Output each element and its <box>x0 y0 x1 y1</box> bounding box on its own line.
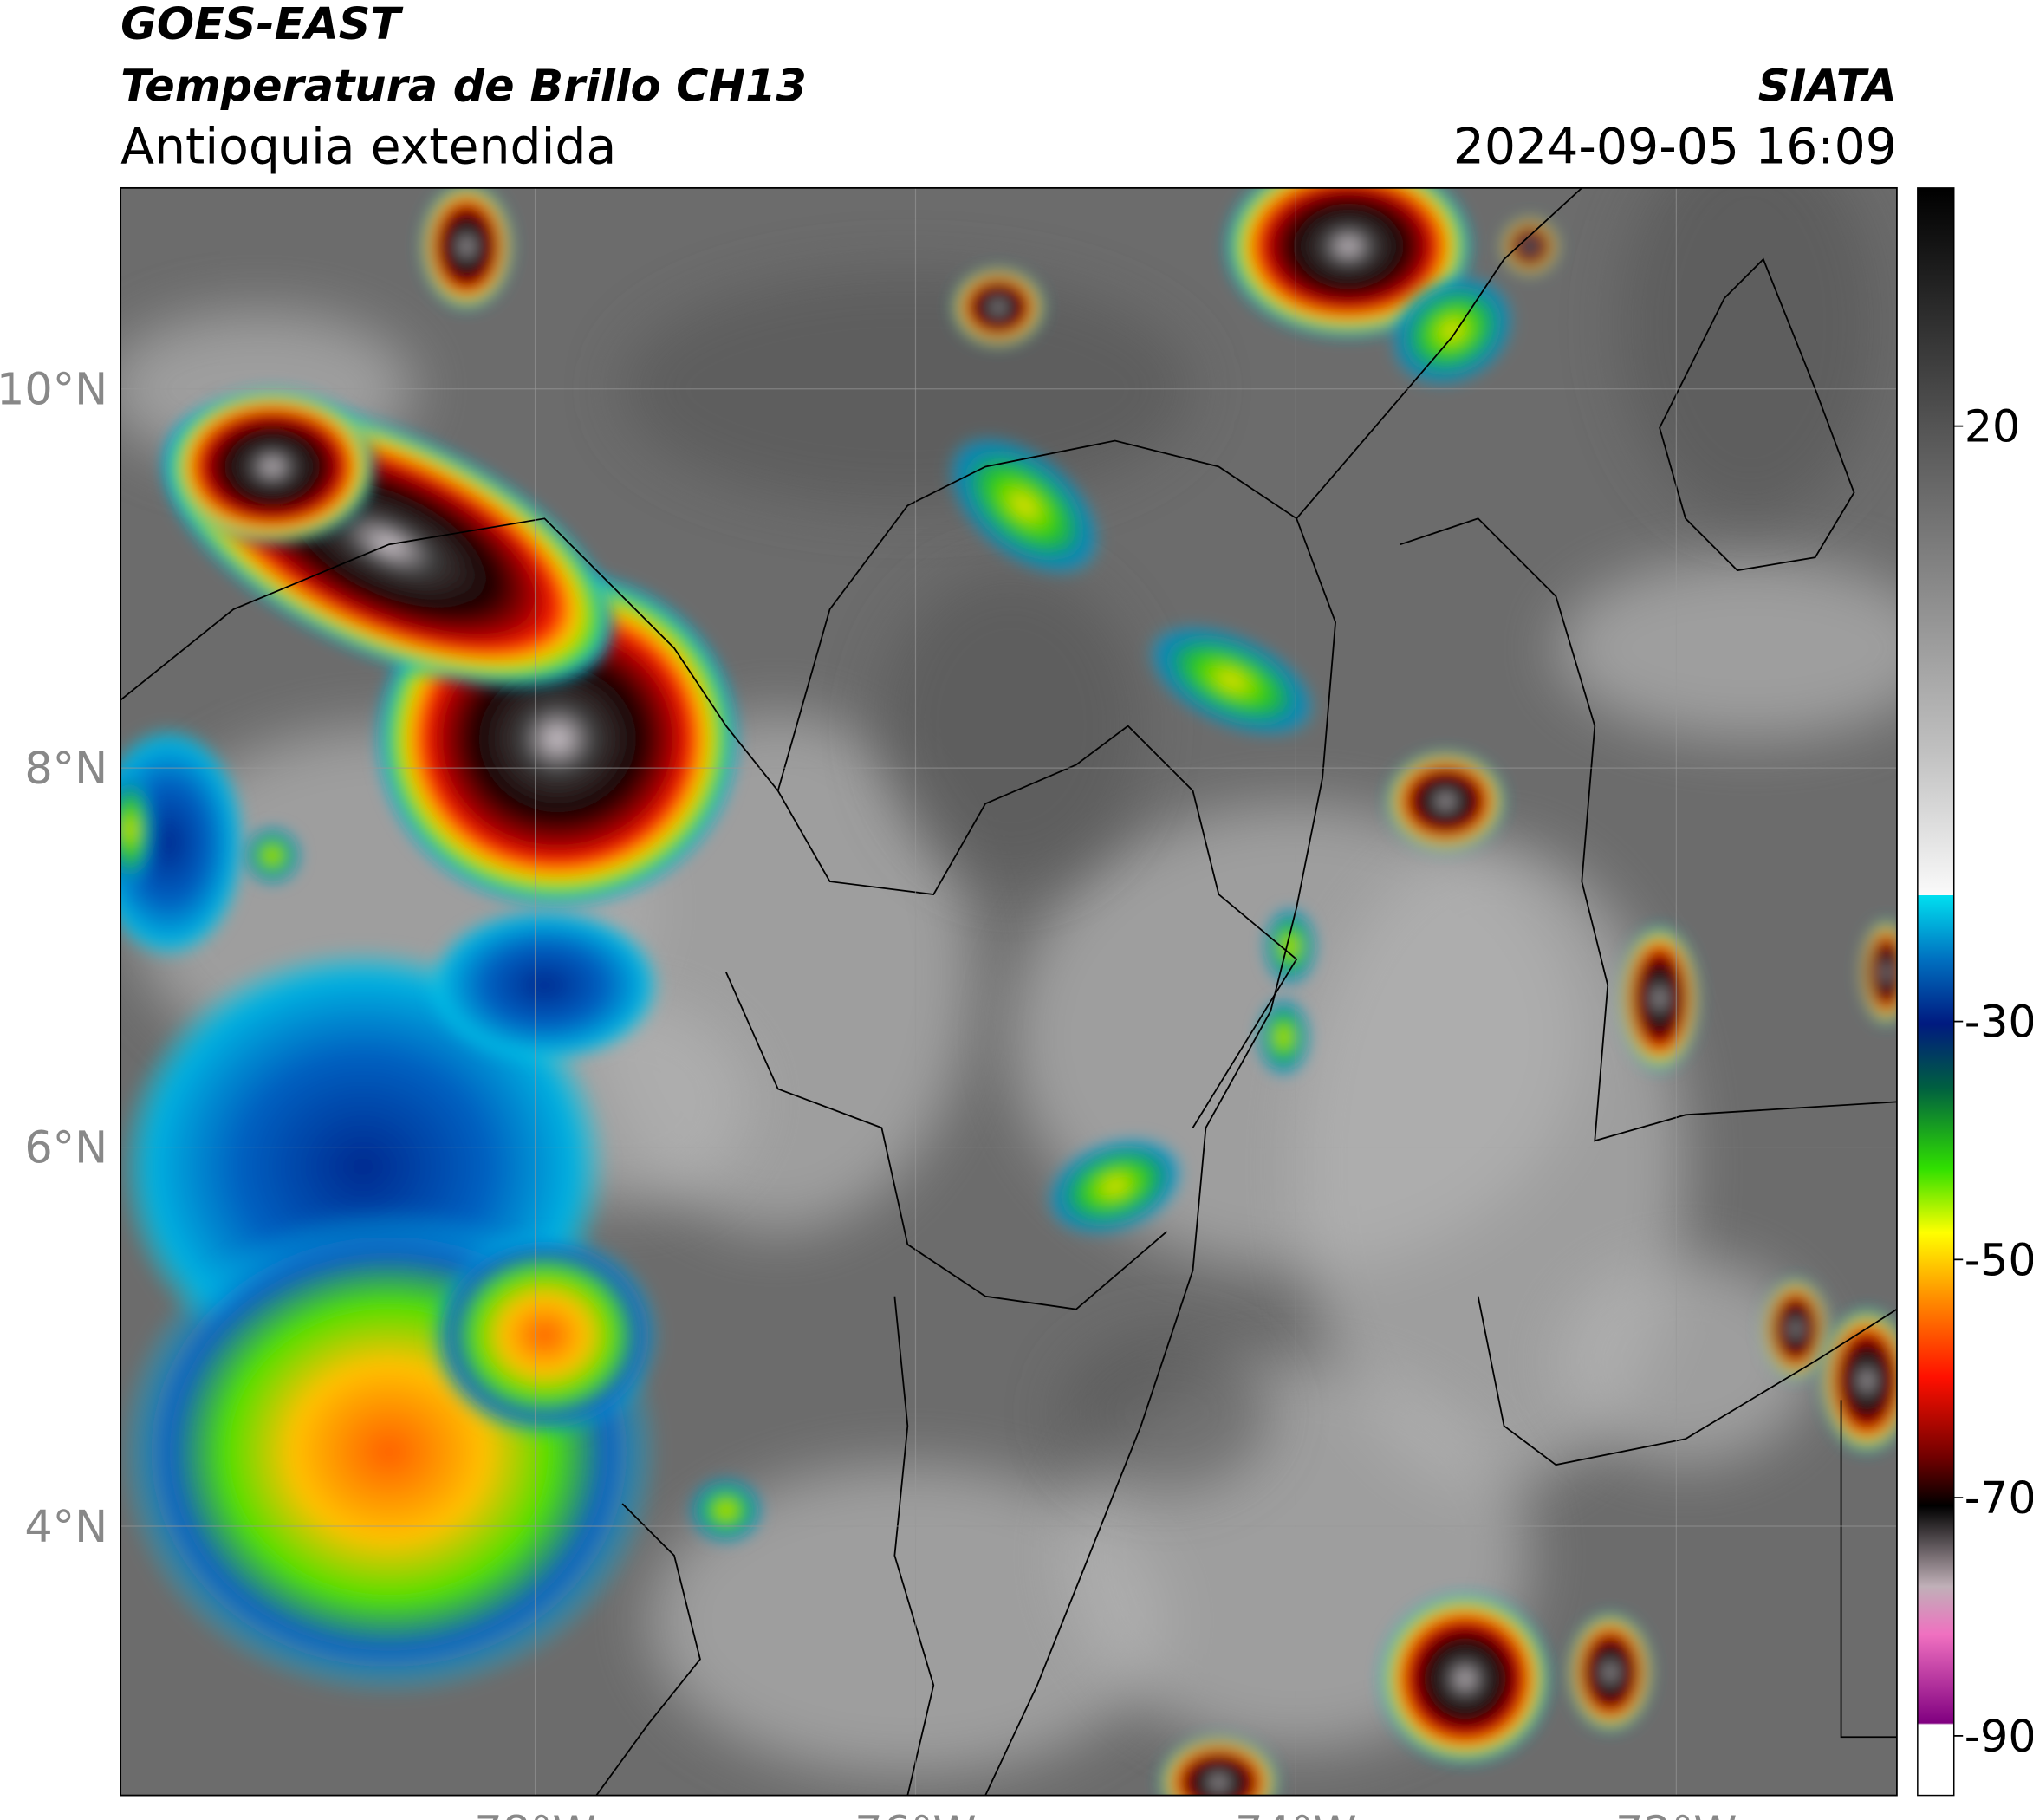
cloud-top <box>1861 920 1897 1024</box>
product-title: Temperatura de Brillo CH13 <box>120 61 807 112</box>
lon-tick-label: 74°W <box>1235 1806 1356 1820</box>
cloud-top <box>1822 1309 1897 1453</box>
cloud-top <box>168 388 376 545</box>
lon-tick-label: 72°W <box>1615 1806 1737 1820</box>
cloud-top <box>120 770 156 888</box>
satellite-title: GOES-EAST <box>120 0 404 49</box>
colorbar-tick-label: -30 <box>1965 997 2033 1048</box>
cloud-top <box>1146 624 1316 738</box>
cloud-top <box>947 434 1101 576</box>
clear-patch <box>1621 187 1880 519</box>
boundary <box>1477 1296 1897 1466</box>
cloud-top <box>427 1231 662 1440</box>
boundary <box>1659 257 1855 572</box>
boundary <box>893 1296 935 1796</box>
cloud-top <box>1257 998 1310 1076</box>
boundary <box>1296 187 1582 519</box>
boundary <box>595 1503 701 1796</box>
cloud-patch <box>1556 557 1897 739</box>
colorbar-tick-label: -90 <box>1965 1711 2033 1762</box>
cloud-top <box>952 268 1044 347</box>
datetime-label: 2024-09-05 16:09 <box>1453 118 1897 175</box>
cloud-top <box>1160 1737 1277 1796</box>
cloud-patch <box>1556 1257 1815 1466</box>
clear-patch <box>1062 1335 1271 1492</box>
cloud-top <box>244 827 302 885</box>
cloud-top <box>421 187 512 309</box>
boundary <box>725 972 1168 1310</box>
cloud-top <box>1390 275 1515 387</box>
colorbar-tick-label: -50 <box>1965 1234 2033 1285</box>
boundary <box>1400 517 1897 1142</box>
cloud-top <box>1569 1614 1653 1731</box>
cloud-top <box>1380 1594 1549 1764</box>
cloud-top <box>1621 926 1698 1069</box>
boundary <box>776 725 1298 1128</box>
region-subtitle: Antioquia extendida <box>120 118 616 175</box>
boundary <box>776 439 1336 1796</box>
colorbar-tick-label: 20 <box>1965 401 2021 452</box>
cloud-top <box>689 1478 763 1543</box>
cloud-top <box>427 907 662 1063</box>
lat-tick-label: 8°N <box>24 743 107 794</box>
cloud-top <box>1263 907 1316 985</box>
lat-tick-label: 10°N <box>0 364 107 415</box>
cloud-top <box>1763 1279 1828 1378</box>
cloud-top <box>120 725 247 959</box>
source-label: SIATA <box>1758 61 1897 112</box>
boundary <box>120 517 779 791</box>
cloud-patch <box>648 1465 1167 1777</box>
lat-tick-label: 4°N <box>24 1501 107 1552</box>
colorbar <box>1917 187 1955 1797</box>
lat-tick-label: 6°N <box>24 1122 107 1173</box>
colorbar-tick-label: -70 <box>1965 1472 2033 1524</box>
map-area <box>120 187 1897 1796</box>
cloud-top <box>1046 1136 1185 1236</box>
boundary <box>1840 1400 1897 1739</box>
cloud-top <box>1387 751 1504 851</box>
map-frame <box>120 186 1898 1797</box>
cloud-top <box>1501 218 1559 276</box>
clear-patch <box>881 570 1141 882</box>
lon-tick-label: 76°W <box>854 1806 976 1820</box>
lon-tick-label: 78°W <box>474 1806 595 1820</box>
